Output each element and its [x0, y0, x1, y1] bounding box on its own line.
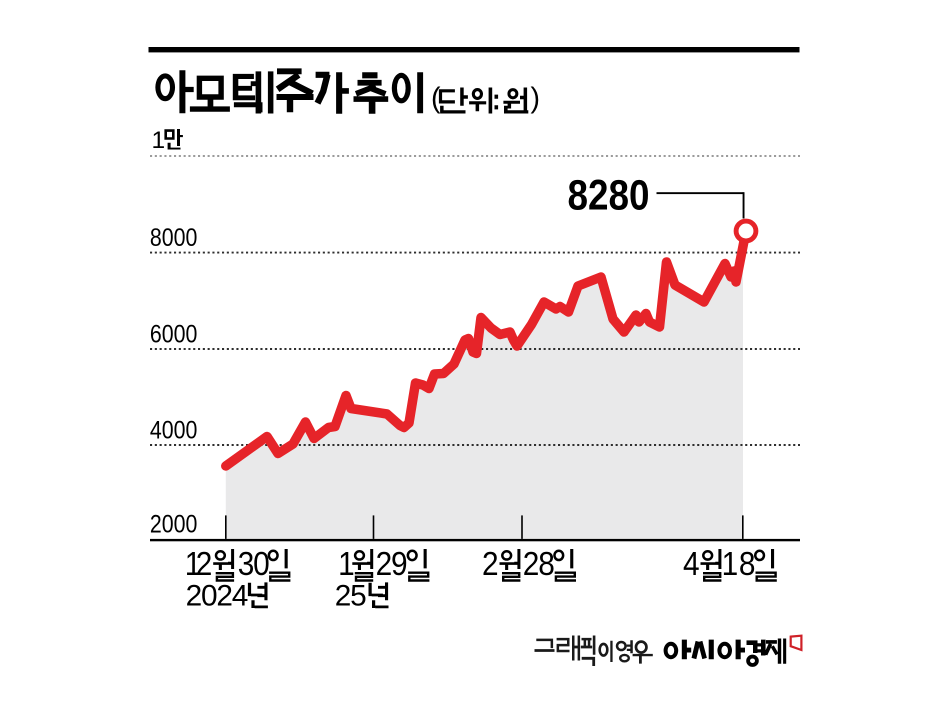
svg-text:8: 8 — [739, 546, 756, 583]
svg-text:2: 2 — [335, 580, 352, 613]
svg-text:4: 4 — [232, 580, 249, 613]
svg-text:0: 0 — [253, 546, 270, 583]
svg-text:2: 2 — [482, 546, 499, 583]
svg-text:): ) — [531, 83, 541, 115]
svg-text:1: 1 — [185, 546, 202, 583]
svg-text:0: 0 — [201, 580, 218, 613]
svg-text:4000: 4000 — [150, 417, 198, 445]
svg-text:3: 3 — [238, 546, 255, 583]
svg-text:2: 2 — [523, 546, 540, 583]
svg-text:2000: 2000 — [150, 510, 198, 538]
svg-text:2: 2 — [216, 580, 233, 613]
svg-text:1: 1 — [722, 546, 739, 583]
svg-text:9: 9 — [391, 546, 408, 583]
svg-text:4: 4 — [683, 546, 700, 583]
svg-text:8000: 8000 — [150, 224, 198, 252]
svg-text:(: ( — [431, 83, 441, 115]
svg-text:1: 1 — [152, 127, 166, 154]
svg-text:2: 2 — [376, 546, 393, 583]
svg-text:8: 8 — [538, 546, 555, 583]
svg-text:1: 1 — [338, 546, 355, 583]
svg-text:2: 2 — [196, 546, 213, 583]
svg-text:5: 5 — [350, 580, 367, 613]
svg-text:8280: 8280 — [568, 172, 650, 220]
svg-text:6000: 6000 — [150, 321, 198, 349]
svg-text:2: 2 — [186, 580, 203, 613]
